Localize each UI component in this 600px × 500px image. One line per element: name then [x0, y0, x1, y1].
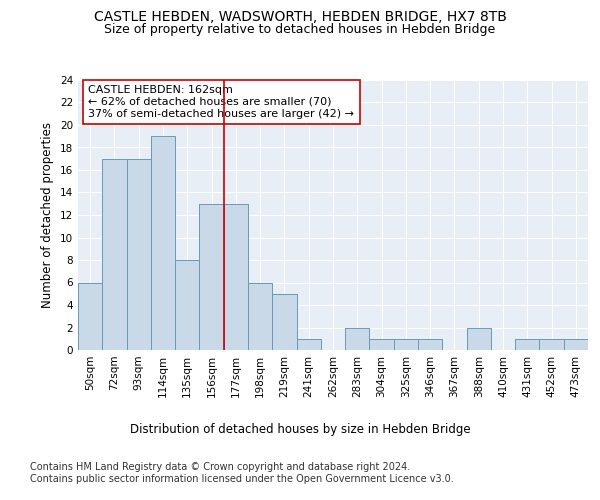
Text: Size of property relative to detached houses in Hebden Bridge: Size of property relative to detached ho…	[104, 22, 496, 36]
Bar	[370, 339, 394, 350]
Bar	[199, 204, 224, 350]
Bar	[272, 294, 296, 350]
Bar	[224, 204, 248, 350]
Bar	[296, 339, 321, 350]
Bar	[515, 339, 539, 350]
Y-axis label: Number of detached properties: Number of detached properties	[41, 122, 55, 308]
Bar	[345, 328, 370, 350]
Text: CASTLE HEBDEN: 162sqm
← 62% of detached houses are smaller (70)
37% of semi-deta: CASTLE HEBDEN: 162sqm ← 62% of detached …	[88, 86, 354, 118]
Bar	[248, 282, 272, 350]
Text: CASTLE HEBDEN, WADSWORTH, HEBDEN BRIDGE, HX7 8TB: CASTLE HEBDEN, WADSWORTH, HEBDEN BRIDGE,…	[94, 10, 506, 24]
Bar	[564, 339, 588, 350]
Bar	[467, 328, 491, 350]
Bar	[127, 159, 151, 350]
Text: Contains HM Land Registry data © Crown copyright and database right 2024.
Contai: Contains HM Land Registry data © Crown c…	[30, 462, 454, 484]
Bar	[394, 339, 418, 350]
Bar	[78, 282, 102, 350]
Bar	[418, 339, 442, 350]
Bar	[539, 339, 564, 350]
Bar	[151, 136, 175, 350]
Bar	[102, 159, 127, 350]
Text: Distribution of detached houses by size in Hebden Bridge: Distribution of detached houses by size …	[130, 422, 470, 436]
Bar	[175, 260, 199, 350]
